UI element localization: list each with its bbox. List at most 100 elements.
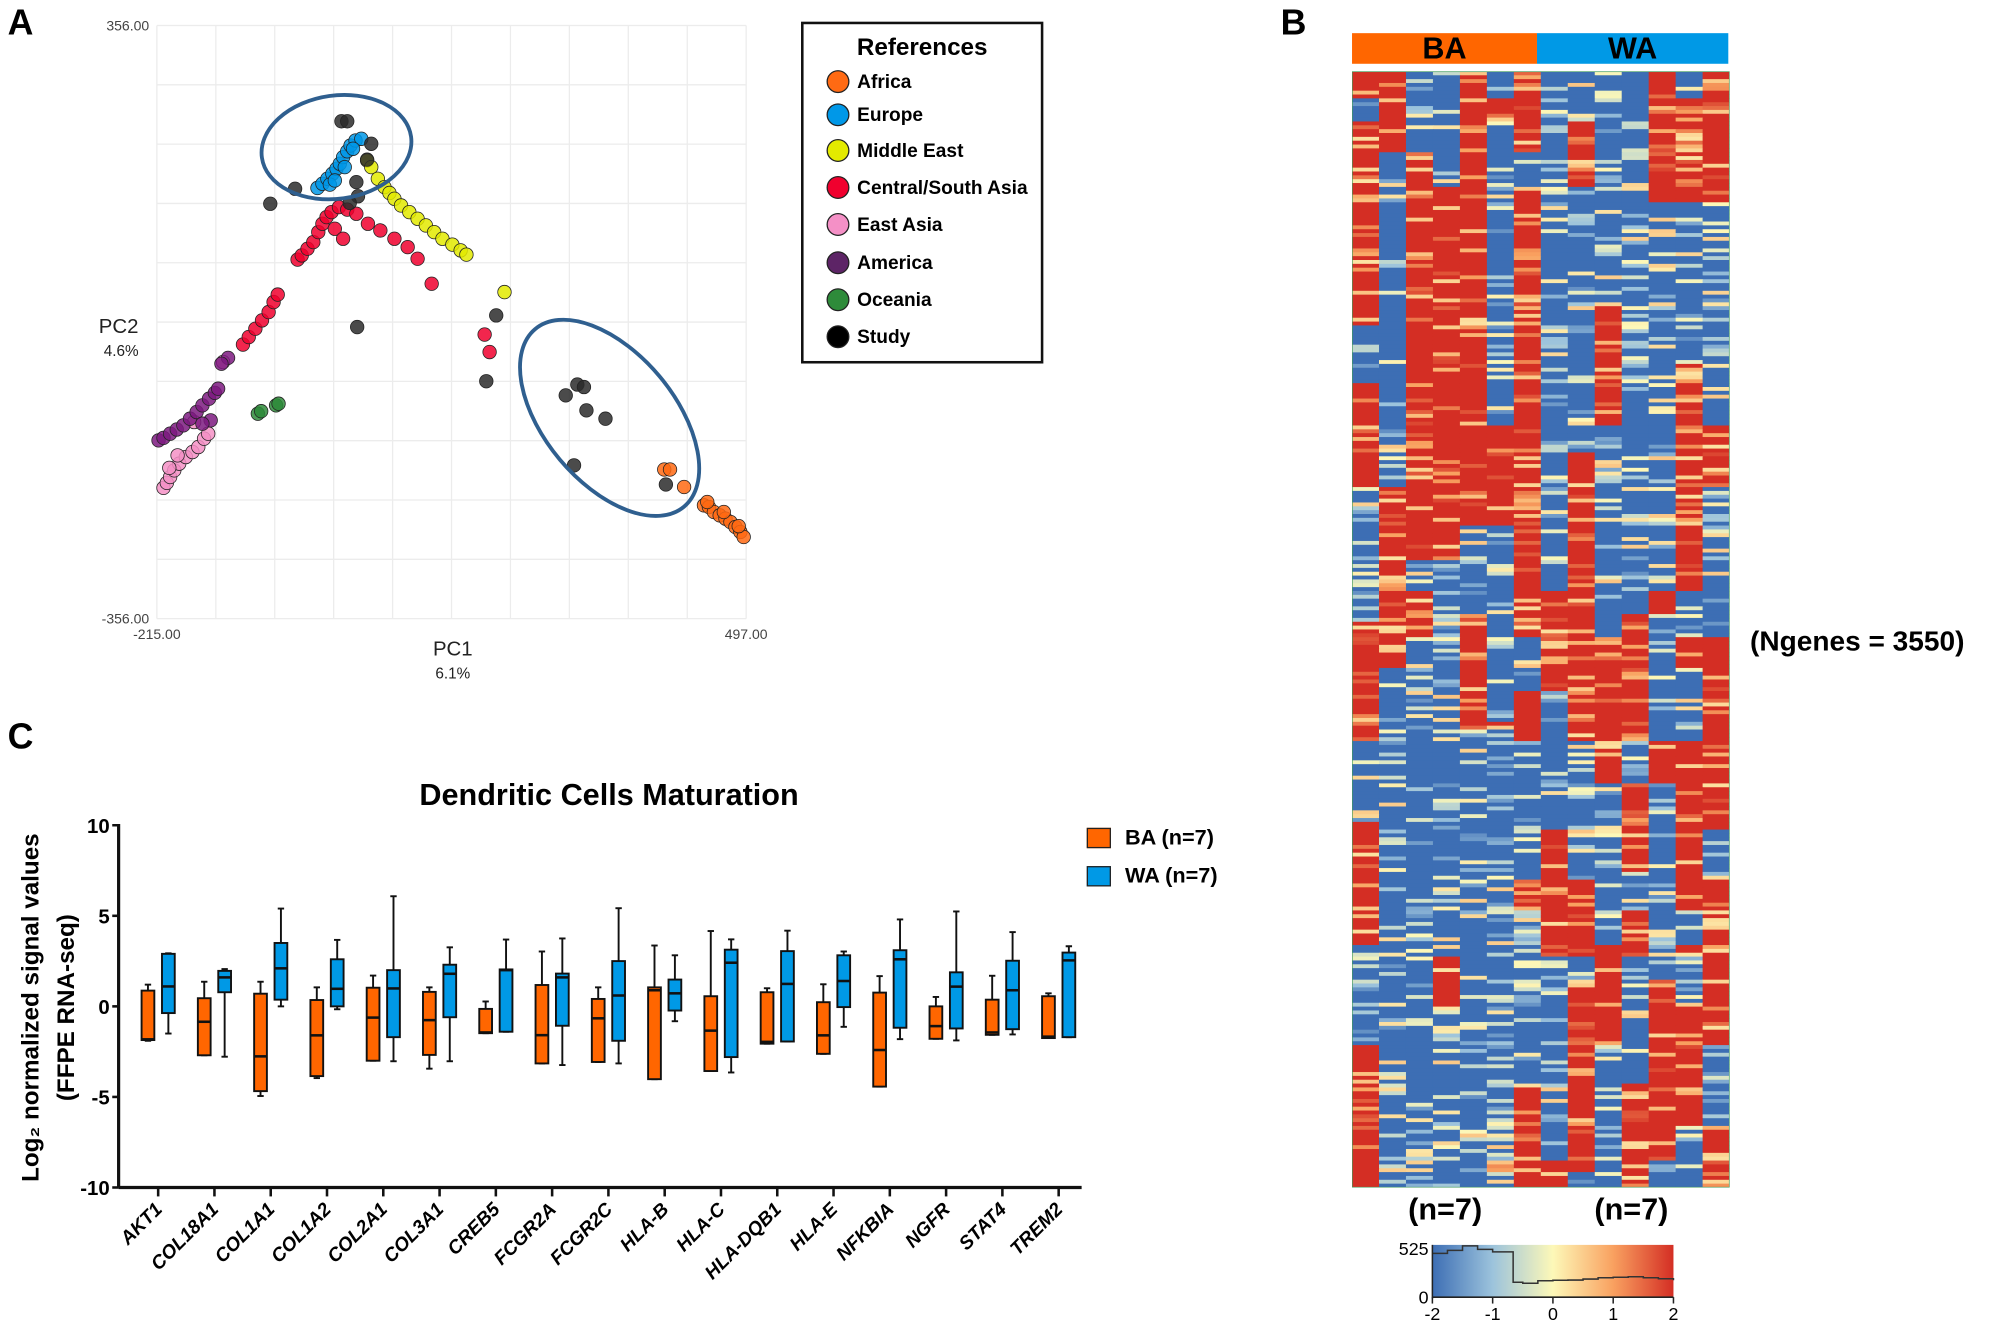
heatmap-cell — [1486, 956, 1515, 961]
heatmap-cell — [1540, 244, 1569, 249]
heatmap-cell — [1540, 960, 1569, 965]
heatmap-cell — [1352, 537, 1380, 542]
heatmap-cell — [1352, 306, 1380, 311]
heatmap-cell — [1621, 429, 1650, 434]
heatmap-cell — [1432, 691, 1461, 696]
heatmap-cell — [1486, 748, 1515, 754]
heatmap-cell — [1702, 752, 1730, 757]
heatmap-cell — [1486, 413, 1515, 419]
heatmap-cell — [1540, 1145, 1569, 1150]
heatmap-cell — [1675, 398, 1704, 403]
heatmap-cell — [1621, 1041, 1650, 1046]
heatmap-cell — [1378, 760, 1407, 765]
heatmap-cell — [1405, 244, 1434, 249]
heatmap-cell — [1675, 848, 1704, 854]
heatmap-cell — [1459, 1091, 1488, 1096]
heatmap-cell — [1675, 594, 1704, 600]
point-africa — [731, 519, 746, 534]
heatmap-cell — [1540, 764, 1569, 769]
heatmap-cell — [1621, 502, 1650, 507]
heatmap-cell — [1702, 925, 1730, 931]
heatmap-cell — [1567, 290, 1596, 296]
heatmap-cell — [1352, 1172, 1380, 1177]
heatmap-cell — [1486, 868, 1515, 873]
box-iqr — [140, 989, 156, 1042]
heatmap-cell — [1675, 564, 1704, 569]
heatmap-cell — [1513, 779, 1542, 784]
heatmap-cell — [1459, 410, 1488, 415]
heatmap-cell — [1675, 452, 1704, 457]
heatmap-cell — [1594, 987, 1623, 992]
heatmap-cell — [1540, 302, 1569, 307]
heatmap-cell — [1405, 1114, 1434, 1119]
heatmap-cell — [1432, 1172, 1461, 1177]
heatmap-cell — [1594, 336, 1623, 342]
heatmap-cell — [1675, 387, 1704, 392]
heatmap-cell — [1648, 202, 1677, 207]
heatmap-cell — [1702, 637, 1730, 642]
heatmap-cell — [1594, 510, 1623, 515]
heatmap-cell — [1621, 945, 1650, 950]
point-africa — [700, 494, 715, 510]
heatmap-cell — [1702, 490, 1730, 496]
heatmap-cell — [1352, 871, 1380, 877]
heatmap-cell — [1621, 768, 1650, 773]
heatmap-cell — [1486, 771, 1515, 777]
box-iqr — [386, 969, 401, 1039]
heatmap-cell — [1540, 475, 1569, 480]
heatmap-cell — [1405, 313, 1434, 319]
heatmap-cell — [1594, 652, 1623, 657]
heatmap-cell — [1513, 548, 1542, 553]
heatmap-cell — [1621, 463, 1650, 469]
heatmap-cell — [1648, 179, 1677, 184]
heatmap-cell — [1567, 710, 1596, 715]
heatmap-cell — [1540, 1098, 1569, 1104]
x-axis-sublabel: 6.1% — [435, 666, 470, 683]
heatmap-cell — [1702, 1010, 1730, 1015]
heatmap-cell — [1675, 768, 1704, 773]
heatmap-cell — [1675, 556, 1704, 561]
heatmap-cell — [1594, 321, 1623, 326]
color-scale-tick-label: -2 — [1424, 1304, 1440, 1324]
heatmap-cell — [1702, 667, 1730, 673]
heatmap-cell — [1567, 394, 1596, 400]
heatmap-cell — [1513, 525, 1542, 530]
heatmap-cell — [1594, 179, 1623, 184]
heatmap-cell — [1594, 810, 1623, 815]
heatmap-cell — [1567, 321, 1596, 326]
heatmap-cell — [1648, 610, 1677, 615]
heatmap-cell — [1513, 1060, 1542, 1065]
heatmap-cell — [1540, 579, 1569, 584]
heatmap-cell — [1675, 117, 1704, 122]
heatmap-cell — [1378, 133, 1407, 138]
heatmap-cell — [1513, 286, 1542, 292]
heatmap-cell — [1594, 983, 1623, 988]
heatmap-cell — [1567, 748, 1596, 754]
heatmap-cell — [1567, 79, 1596, 84]
heatmap-cell — [1675, 71, 1704, 76]
heatmap-cell — [1486, 367, 1515, 373]
heatmap-cell — [1648, 656, 1677, 661]
heatmap-cell — [1405, 475, 1434, 480]
heatmap-cell — [1540, 360, 1569, 365]
heatmap-cell — [1459, 791, 1488, 796]
heatmap-cell — [1513, 871, 1542, 877]
heatmap-cell — [1378, 560, 1407, 565]
heatmap-cell — [1486, 602, 1515, 607]
heatmap-cell — [1594, 1129, 1623, 1135]
heatmap-cell — [1352, 452, 1380, 457]
heatmap-cell — [1459, 1168, 1488, 1173]
heatmap-cell — [1621, 914, 1650, 919]
heatmap-cell — [1540, 844, 1569, 850]
heatmap-cell — [1648, 106, 1677, 111]
heatmap-cell — [1378, 598, 1407, 604]
heatmap-cell — [1594, 995, 1623, 1000]
heatmap-cell — [1486, 802, 1515, 808]
heatmap-cell — [1648, 421, 1677, 426]
heatmap-cell — [1675, 421, 1704, 426]
heatmap-cell — [1540, 1022, 1569, 1027]
heatmap-cell — [1540, 952, 1569, 958]
heatmap-cell — [1621, 360, 1650, 365]
heatmap-cell — [1675, 856, 1704, 861]
heatmap-cell — [1352, 837, 1380, 842]
